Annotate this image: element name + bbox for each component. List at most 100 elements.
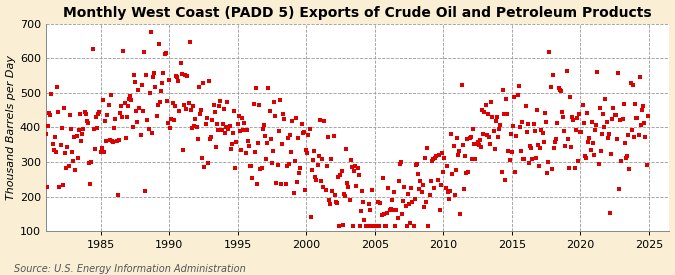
Point — [603, 132, 614, 136]
Point — [618, 102, 629, 107]
Point — [298, 130, 309, 134]
Point — [383, 185, 394, 190]
Point — [516, 120, 527, 124]
Point — [457, 142, 468, 147]
Point — [234, 114, 244, 118]
Point — [211, 145, 221, 149]
Point — [202, 161, 213, 165]
Point — [161, 99, 172, 103]
Point — [313, 163, 323, 168]
Point — [97, 145, 107, 150]
Point — [493, 134, 504, 139]
Point — [275, 182, 286, 186]
Point — [122, 115, 132, 119]
Point — [399, 184, 410, 189]
Point — [207, 117, 218, 122]
Point — [67, 150, 78, 155]
Point — [198, 81, 209, 86]
Point — [456, 83, 467, 88]
Point — [301, 148, 312, 152]
Point — [495, 123, 506, 127]
Point — [242, 139, 253, 144]
Point — [280, 182, 291, 186]
Point — [503, 149, 514, 153]
Point — [463, 170, 474, 175]
Point — [462, 137, 472, 141]
Point — [520, 103, 531, 108]
Point — [317, 157, 327, 161]
Point — [445, 189, 456, 193]
Point — [354, 224, 365, 228]
Point — [470, 156, 481, 161]
Point — [569, 166, 580, 170]
Point — [278, 111, 289, 116]
Point — [61, 166, 72, 170]
Point — [342, 181, 353, 185]
Point — [475, 137, 485, 142]
Point — [54, 184, 65, 189]
Point — [422, 145, 433, 150]
Point — [113, 138, 124, 142]
Point — [295, 165, 306, 170]
Point — [265, 136, 276, 141]
Point — [519, 157, 530, 162]
Point — [340, 193, 350, 198]
Point — [496, 170, 507, 175]
Point — [513, 84, 524, 89]
Point — [450, 193, 460, 197]
Point — [168, 118, 179, 122]
Point — [558, 114, 568, 119]
Point — [461, 170, 472, 175]
Point — [394, 161, 405, 166]
Point — [268, 149, 279, 154]
Point — [99, 150, 109, 154]
Point — [369, 224, 380, 228]
Point — [387, 207, 398, 212]
Point — [105, 92, 116, 97]
Point — [141, 73, 152, 78]
Point — [464, 136, 475, 141]
Point — [92, 126, 103, 130]
Point — [94, 109, 105, 114]
Point — [146, 131, 157, 135]
Point — [176, 72, 187, 76]
Point — [173, 79, 184, 83]
Point — [387, 198, 398, 202]
Point — [64, 113, 75, 118]
Point — [133, 88, 144, 93]
Point — [402, 192, 413, 196]
Point — [193, 85, 204, 89]
Point — [595, 106, 605, 110]
Point — [148, 71, 159, 76]
Point — [592, 70, 603, 74]
Point — [453, 153, 464, 157]
Point — [270, 113, 281, 118]
Point — [174, 109, 185, 114]
Point — [119, 100, 130, 105]
Point — [53, 110, 63, 115]
Point — [325, 202, 335, 206]
Point — [186, 126, 197, 130]
Point — [108, 140, 119, 145]
Point — [384, 208, 395, 213]
Point — [331, 201, 342, 205]
Point — [319, 119, 330, 123]
Point — [87, 47, 98, 51]
Point — [223, 127, 234, 132]
Point — [468, 142, 479, 146]
Point — [375, 201, 386, 205]
Point — [397, 211, 408, 216]
Point — [480, 102, 491, 107]
Point — [635, 123, 646, 127]
Point — [238, 128, 249, 133]
Point — [402, 224, 412, 228]
Point — [473, 142, 484, 147]
Point — [506, 150, 517, 154]
Point — [533, 143, 543, 147]
Point — [136, 83, 147, 87]
Point — [514, 125, 525, 129]
Point — [240, 151, 251, 155]
Point — [255, 167, 266, 171]
Point — [296, 121, 307, 126]
Point — [208, 103, 219, 107]
